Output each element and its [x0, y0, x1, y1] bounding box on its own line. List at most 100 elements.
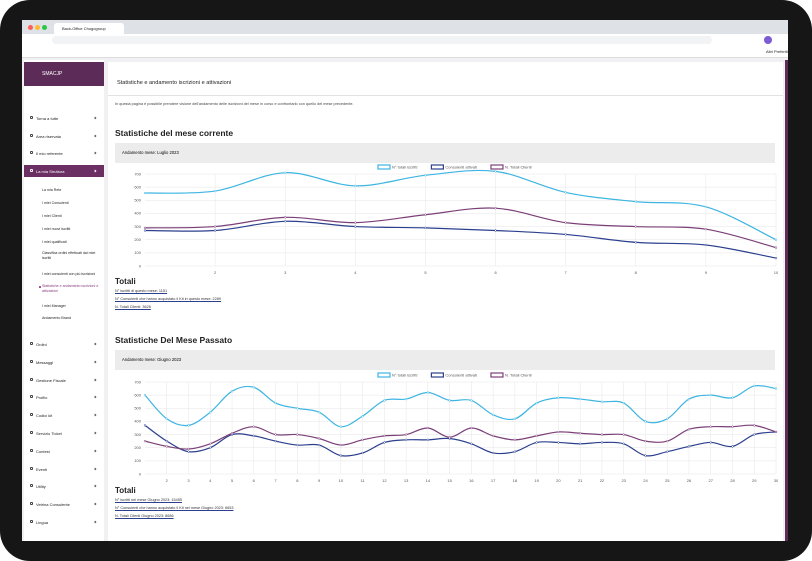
nav-item[interactable]: Gestione Fiscale: [24, 374, 104, 386]
x-tick-label: 20: [556, 478, 561, 483]
data-point: [230, 390, 234, 393]
data-point: [704, 205, 708, 209]
nav-label: Contest: [36, 448, 50, 454]
chevron: [93, 502, 97, 506]
nav-item[interactable]: Torna a tutte: [24, 112, 104, 124]
profile-icon[interactable]: [764, 36, 772, 44]
data-point: [361, 415, 364, 418]
legend-entry[interactable]: Consulenti attivati: [430, 372, 477, 378]
nav-item[interactable]: Messaggi: [24, 356, 104, 368]
total-link[interactable]: N° iscritti nel mese Giugno 2023: 15455: [115, 498, 182, 502]
data-point: [564, 221, 567, 224]
x-tick-label: 29: [752, 478, 757, 483]
nav-item[interactable]: Servizio Ticket: [24, 427, 104, 439]
data-point: [213, 189, 217, 193]
data-point: [753, 424, 756, 427]
chevron: [93, 116, 97, 120]
data-point: [361, 438, 364, 441]
series-line: [144, 207, 777, 249]
sub-nav-item[interactable]: Andamento Brand: [42, 316, 71, 320]
sub-nav-item[interactable]: I miei consulenti con più iscrizioni: [42, 272, 96, 276]
sub-nav-item[interactable]: I miei Manager: [42, 304, 66, 308]
nav-item[interactable]: Utility: [24, 480, 104, 492]
sub-nav-item[interactable]: I miei nuovi iscritti: [42, 227, 71, 231]
data-point: [731, 425, 734, 428]
data-point: [709, 441, 712, 444]
data-point: [187, 450, 190, 453]
nav-item[interactable]: Vetrina Consulente: [24, 498, 104, 510]
nav-item[interactable]: Area riservata: [24, 130, 104, 142]
nav-item[interactable]: Lingua: [24, 516, 104, 528]
data-point: [274, 433, 277, 436]
y-tick-label: 100: [134, 458, 141, 463]
legend-label: N. Totali Clienti: [505, 165, 532, 170]
series-line: [144, 384, 777, 428]
legend-entry[interactable]: N. Totali Clienti: [490, 372, 532, 378]
total-link[interactable]: N° Consulenti che hanno acquistato il Ki…: [115, 506, 234, 510]
nav-item[interactable]: Eventi: [24, 463, 104, 475]
nav-label: Ordini: [36, 342, 47, 347]
nav-item[interactable]: Codici kit: [24, 409, 104, 421]
nav-icon: [30, 502, 33, 506]
data-point: [600, 441, 604, 444]
total-link[interactable]: N. Totali Clienti: 3626: [115, 305, 151, 309]
sub-nav-item[interactable]: I miei qualificati: [42, 240, 67, 244]
x-tick-label: 19: [534, 478, 539, 483]
data-point: [339, 425, 342, 428]
nav-label: Gestione Fiscale: [36, 377, 66, 383]
nav-item[interactable]: Contest: [24, 445, 104, 457]
data-point: [535, 441, 538, 444]
sub-nav-item[interactable]: I miei Consulenti: [42, 201, 69, 205]
scrollbar[interactable]: [785, 60, 788, 541]
data-point: [187, 447, 190, 451]
sub-nav-item[interactable]: Classifica ordini effettuati dai miei is…: [42, 251, 96, 260]
nav-label: Codici kit: [36, 413, 53, 419]
nav-label: Profilo: [36, 395, 48, 401]
nav-item[interactable]: Ordini: [24, 338, 104, 350]
data-point: [579, 397, 582, 401]
nav-label: Il mio referente: [36, 151, 63, 156]
url-field[interactable]: [52, 36, 712, 44]
legend-entry[interactable]: N° totali iscritti: [377, 164, 417, 170]
legend-entry[interactable]: N. Totali Clienti: [490, 164, 532, 170]
total-link[interactable]: N. Totali Clienti Giugno 2023: 8686: [115, 514, 174, 518]
minimize-button[interactable]: [35, 25, 40, 30]
data-point: [634, 241, 637, 244]
data-point: [339, 454, 342, 457]
x-tick-label: 28: [730, 478, 735, 483]
sub-nav-item[interactable]: La mia Rete: [42, 188, 62, 192]
sub-nav-item[interactable]: Statistiche e andamento iscrizioni e att…: [42, 284, 99, 293]
x-tick-label: 9: [705, 270, 708, 275]
legend-entry[interactable]: N° totali iscritti: [377, 372, 417, 378]
x-tick-label: 6: [494, 270, 497, 275]
close-button[interactable]: [28, 25, 33, 30]
data-point: [426, 391, 430, 394]
tab[interactable]: Back-Office Chogogroup: [54, 23, 124, 34]
y-tick-label: 600: [134, 392, 141, 397]
content-panel: Statistiche e andamento iscrizioni e att…: [108, 62, 783, 541]
nav-icon: [30, 395, 33, 399]
nav-item[interactable]: La mia Struttura: [24, 165, 104, 177]
maximize-button[interactable]: [42, 25, 47, 30]
data-point: [666, 417, 669, 420]
total-link[interactable]: N° Consulenti che hanno acquistato il Ki…: [115, 297, 221, 301]
chevron: [93, 520, 97, 524]
data-point: [644, 454, 647, 457]
data-point: [557, 430, 560, 434]
y-tick-label: 200: [134, 237, 141, 242]
data-point: [494, 229, 497, 232]
legend-entry[interactable]: Consulenti attivati: [430, 164, 477, 170]
sub-nav-item[interactable]: I miei Clienti: [42, 214, 62, 218]
bookmarks-label[interactable]: Altri Preferiti: [766, 49, 788, 54]
x-tick-label: 12: [382, 478, 387, 483]
data-point: [731, 396, 734, 399]
series-line: [144, 424, 777, 450]
x-tick-label: 26: [687, 478, 692, 483]
nav-item[interactable]: Il mio referente: [24, 147, 104, 159]
data-point: [622, 433, 625, 436]
nav-item[interactable]: Profilo: [24, 391, 104, 403]
x-tick-label: 7: [274, 478, 277, 483]
total-link[interactable]: N° iscritti di questo mese: 1151: [115, 289, 168, 293]
data-point: [143, 393, 147, 397]
